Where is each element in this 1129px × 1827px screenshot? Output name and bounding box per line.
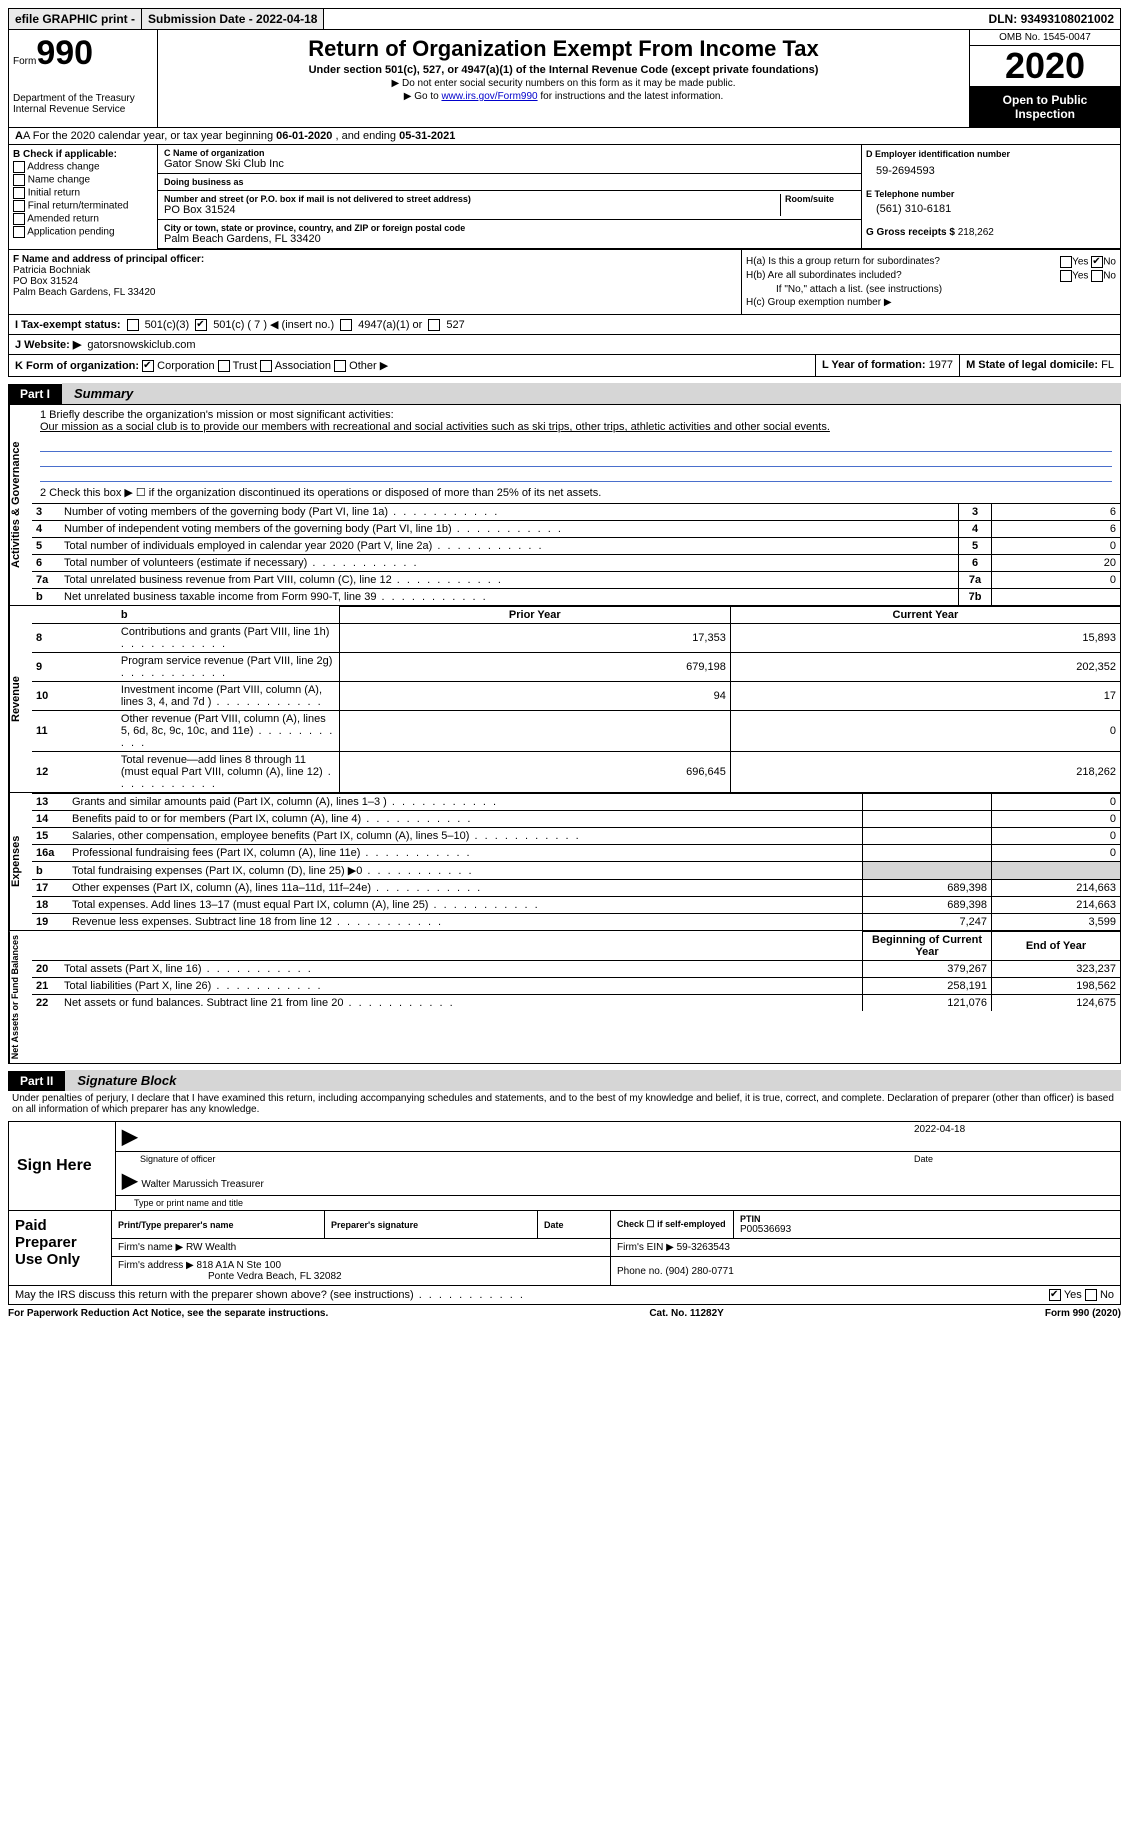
- efile-label: efile GRAPHIC print -: [9, 9, 142, 29]
- form-title: Return of Organization Exempt From Incom…: [162, 36, 965, 62]
- col-h-group: H(a) Is this a group return for subordin…: [742, 250, 1120, 314]
- col-b-checkboxes: B Check if applicable: Address change Na…: [9, 145, 158, 249]
- summary-netassets: Net Assets or Fund Balances Beginning of…: [8, 931, 1121, 1064]
- irs-link[interactable]: www.irs.gov/Form990: [441, 91, 537, 102]
- row-k: K Form of organization: Corporation Trus…: [8, 355, 1121, 377]
- row-j-website: J Website: ▶ gatorsnowskiclub.com: [8, 335, 1121, 355]
- discuss-row: May the IRS discuss this return with the…: [8, 1286, 1121, 1305]
- summary-activities: Activities & Governance 1 Briefly descri…: [8, 404, 1121, 606]
- header-right: OMB No. 1545-0047 2020 Open to Public In…: [970, 30, 1120, 127]
- dln: DLN: 93493108021002: [983, 9, 1120, 29]
- row-a-tax-year: AA For the 2020 calendar year, or tax ye…: [8, 128, 1121, 145]
- signature-block: Sign Here ▶ 2022-04-18 Signature of offi…: [8, 1121, 1121, 1286]
- main-info-grid: B Check if applicable: Address change Na…: [8, 145, 1121, 250]
- form-header: Form990 Department of the Treasury Inter…: [8, 30, 1121, 128]
- header-middle: Return of Organization Exempt From Incom…: [158, 30, 970, 127]
- header-left: Form990 Department of the Treasury Inter…: [9, 30, 158, 127]
- page-footer: For Paperwork Reduction Act Notice, see …: [8, 1308, 1121, 1319]
- col-f-officer: F Name and address of principal officer:…: [9, 250, 742, 314]
- summary-revenue: Revenue bPrior YearCurrent Year8Contribu…: [8, 606, 1121, 793]
- part1-header: Part I Summary: [8, 383, 1121, 404]
- summary-expenses: Expenses 13Grants and similar amounts pa…: [8, 793, 1121, 931]
- top-bar: efile GRAPHIC print - Submission Date - …: [8, 8, 1121, 30]
- penalties-text: Under penalties of perjury, I declare th…: [8, 1091, 1121, 1117]
- part2-header: Part II Signature Block: [8, 1070, 1121, 1091]
- row-i-tax-status: I Tax-exempt status: 501(c)(3) 501(c) ( …: [8, 315, 1121, 335]
- submission-date: Submission Date - 2022-04-18: [142, 9, 324, 29]
- row-fgh: F Name and address of principal officer:…: [8, 250, 1121, 315]
